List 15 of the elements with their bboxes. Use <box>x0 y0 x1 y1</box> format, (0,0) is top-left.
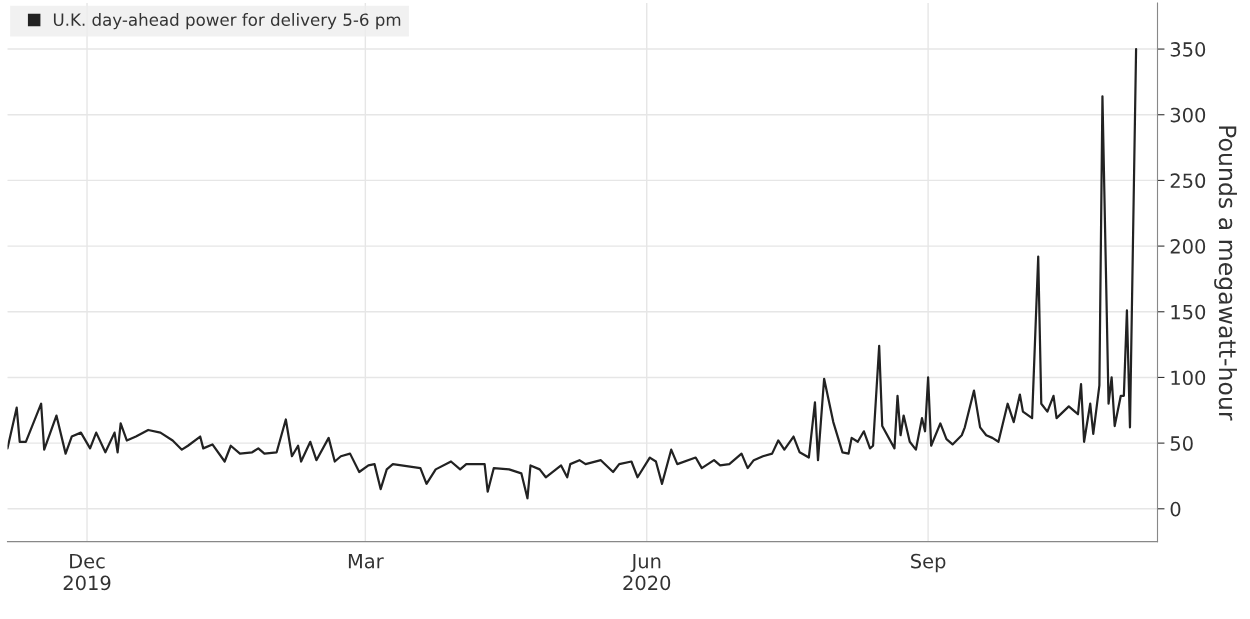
line-series <box>7 47 1138 500</box>
x-tick-label: Jun 2020 <box>623 554 671 591</box>
y-tick-label: 200 <box>1170 239 1206 254</box>
x-tick-label: Mar <box>348 554 384 569</box>
y-tick-label: 300 <box>1170 107 1206 123</box>
y-tick-label: 100 <box>1171 370 1206 386</box>
y-tick-label: 50 <box>1170 436 1193 451</box>
x-tick-label: Sep <box>911 553 946 573</box>
y-tick-label: 150 <box>1171 304 1206 320</box>
y-axis-title: Pounds a megawatt-hour <box>1214 126 1237 421</box>
y-tick-label: 250 <box>1170 173 1206 189</box>
y-tick-label: 350 <box>1170 42 1206 57</box>
y-tick-label: 0 <box>1170 501 1181 517</box>
x-tick-label: Dec 2019 <box>63 554 111 591</box>
legend-label: U.K. day-ahead power for delivery 5-6 pm <box>53 13 401 30</box>
